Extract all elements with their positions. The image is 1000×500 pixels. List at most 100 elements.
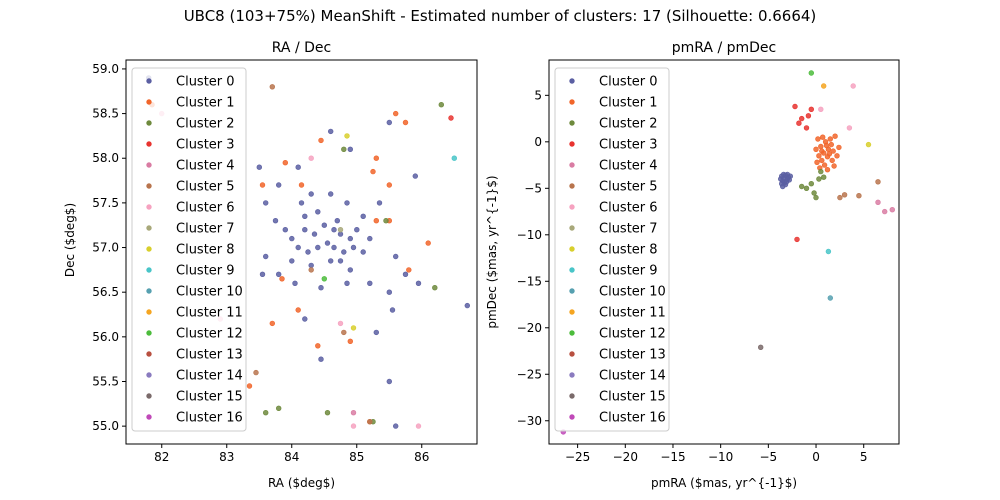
y-tick-label: 56.5 — [92, 285, 119, 299]
data-point-cluster-1 — [246, 383, 253, 389]
data-point-cluster-7 — [337, 227, 344, 233]
axes-frame — [548, 59, 900, 445]
x-axis-label: RA ($deg$) — [268, 476, 335, 490]
data-point-cluster-2 — [816, 176, 822, 182]
data-point-cluster-2 — [813, 194, 819, 201]
data-point-cluster-2 — [263, 410, 269, 416]
data-point-cluster-8 — [865, 141, 872, 148]
data-point-cluster-3 — [794, 236, 800, 243]
data-point-cluster-5 — [841, 192, 848, 198]
legend-marker — [569, 330, 575, 336]
x-tick-label: 86 — [414, 450, 429, 464]
x-tick-label: −25 — [565, 450, 590, 464]
panel-title: pmRA / pmDec — [672, 40, 777, 56]
data-point-cluster-1 — [827, 136, 833, 142]
data-point-cluster-0 — [415, 280, 422, 286]
data-point-cluster-1 — [279, 276, 285, 282]
y-tick-label: 57.5 — [92, 196, 119, 210]
y-tick-label: 5 — [534, 88, 542, 102]
data-point-cluster-0 — [289, 235, 295, 242]
data-point-cluster-0 — [282, 227, 288, 233]
data-point-cluster-6 — [850, 83, 856, 89]
legend-marker — [146, 330, 152, 336]
data-point-cluster-1 — [814, 159, 820, 166]
y-tick-label: 57.0 — [92, 241, 119, 255]
data-point-cluster-3 — [805, 113, 812, 119]
data-point-cluster-0 — [305, 249, 311, 255]
data-point-cluster-1 — [282, 160, 288, 166]
legend-label: Cluster 13 — [176, 348, 243, 363]
data-point-cluster-4 — [889, 207, 895, 213]
data-point-cluster-10 — [827, 295, 833, 301]
data-point-cluster-0 — [777, 176, 784, 182]
data-point-cluster-0 — [308, 262, 314, 269]
legend-label: Cluster 6 — [176, 201, 235, 216]
data-point-cluster-0 — [328, 258, 334, 264]
legend-label: Cluster 4 — [176, 159, 235, 174]
legend-label: Cluster 0 — [176, 75, 235, 90]
legend-marker — [146, 78, 152, 84]
data-point-cluster-0 — [347, 146, 353, 153]
data-point-cluster-0 — [386, 289, 392, 295]
data-point-cluster-0 — [302, 227, 308, 233]
legend-marker — [569, 393, 575, 399]
data-point-cluster-1 — [813, 146, 819, 153]
data-point-cluster-1 — [315, 343, 321, 349]
data-point-cluster-0 — [272, 218, 279, 224]
y-tick-label: −5 — [524, 181, 542, 195]
ra-dec-panel: RA / Dec RA ($deg$) Dec ($deg$) 82 83 84 85… — [63, 40, 478, 490]
data-point-cluster-1 — [819, 134, 826, 140]
data-point-cluster-1 — [816, 153, 822, 159]
data-point-cluster-4 — [350, 410, 357, 416]
data-point-cluster-12 — [808, 70, 814, 76]
legend-label: Cluster 9 — [599, 264, 658, 279]
legend-marker — [146, 288, 152, 294]
legend-label: Cluster 1 — [599, 96, 658, 111]
legend-marker — [569, 267, 575, 273]
data-point-cluster-1 — [406, 267, 412, 273]
data-point-cluster-1 — [373, 218, 379, 224]
data-point-cluster-1 — [831, 163, 837, 169]
legend-box — [131, 67, 247, 432]
data-point-cluster-0 — [256, 164, 262, 170]
data-point-cluster-5 — [367, 419, 373, 425]
y-tick-label: 58.0 — [92, 151, 119, 165]
x-tick-label: 0 — [812, 450, 820, 464]
data-point-cluster-3 — [798, 115, 805, 122]
legend-marker — [569, 309, 575, 315]
legend-marker — [146, 246, 152, 252]
data-point-cluster-5 — [341, 329, 347, 336]
legend-label: Cluster 12 — [599, 327, 666, 342]
data-point-cluster-0 — [318, 356, 324, 362]
y-tick-label: 58.5 — [92, 107, 119, 121]
legend-label: Cluster 3 — [176, 138, 235, 153]
data-point-cluster-2 — [438, 101, 444, 108]
data-point-cluster-2 — [803, 185, 810, 192]
legend-label: Cluster 12 — [176, 327, 243, 342]
data-point-cluster-0 — [373, 329, 379, 336]
data-point-cluster-0 — [402, 271, 409, 277]
data-point-cluster-1 — [830, 148, 836, 154]
y-tick-label: −25 — [517, 367, 542, 381]
data-point-cluster-0 — [263, 200, 269, 206]
data-point-cluster-0 — [315, 209, 321, 215]
data-point-cluster-0 — [779, 183, 786, 190]
legend-label: Cluster 15 — [599, 390, 666, 405]
x-tick-label: 84 — [284, 450, 299, 464]
legend-marker — [569, 372, 575, 378]
data-point-cluster-0 — [308, 191, 314, 197]
data-point-cluster-9 — [451, 155, 457, 161]
legend-marker — [146, 204, 152, 210]
y-tick-label: 56.0 — [92, 330, 119, 344]
legend-label: Cluster 16 — [176, 411, 243, 426]
legend-marker — [146, 393, 152, 399]
y-axis-label: pmDec ($mas, yr^{-1}$) — [485, 175, 499, 328]
data-point-cluster-5 — [269, 84, 275, 90]
plot-area — [146, 75, 470, 429]
legend-marker — [146, 267, 152, 273]
legend-marker — [569, 288, 575, 294]
legend-label: Cluster 5 — [599, 180, 658, 195]
data-point-cluster-0 — [393, 253, 399, 260]
data-point-cluster-0 — [324, 240, 331, 246]
data-point-cluster-0 — [331, 227, 337, 233]
